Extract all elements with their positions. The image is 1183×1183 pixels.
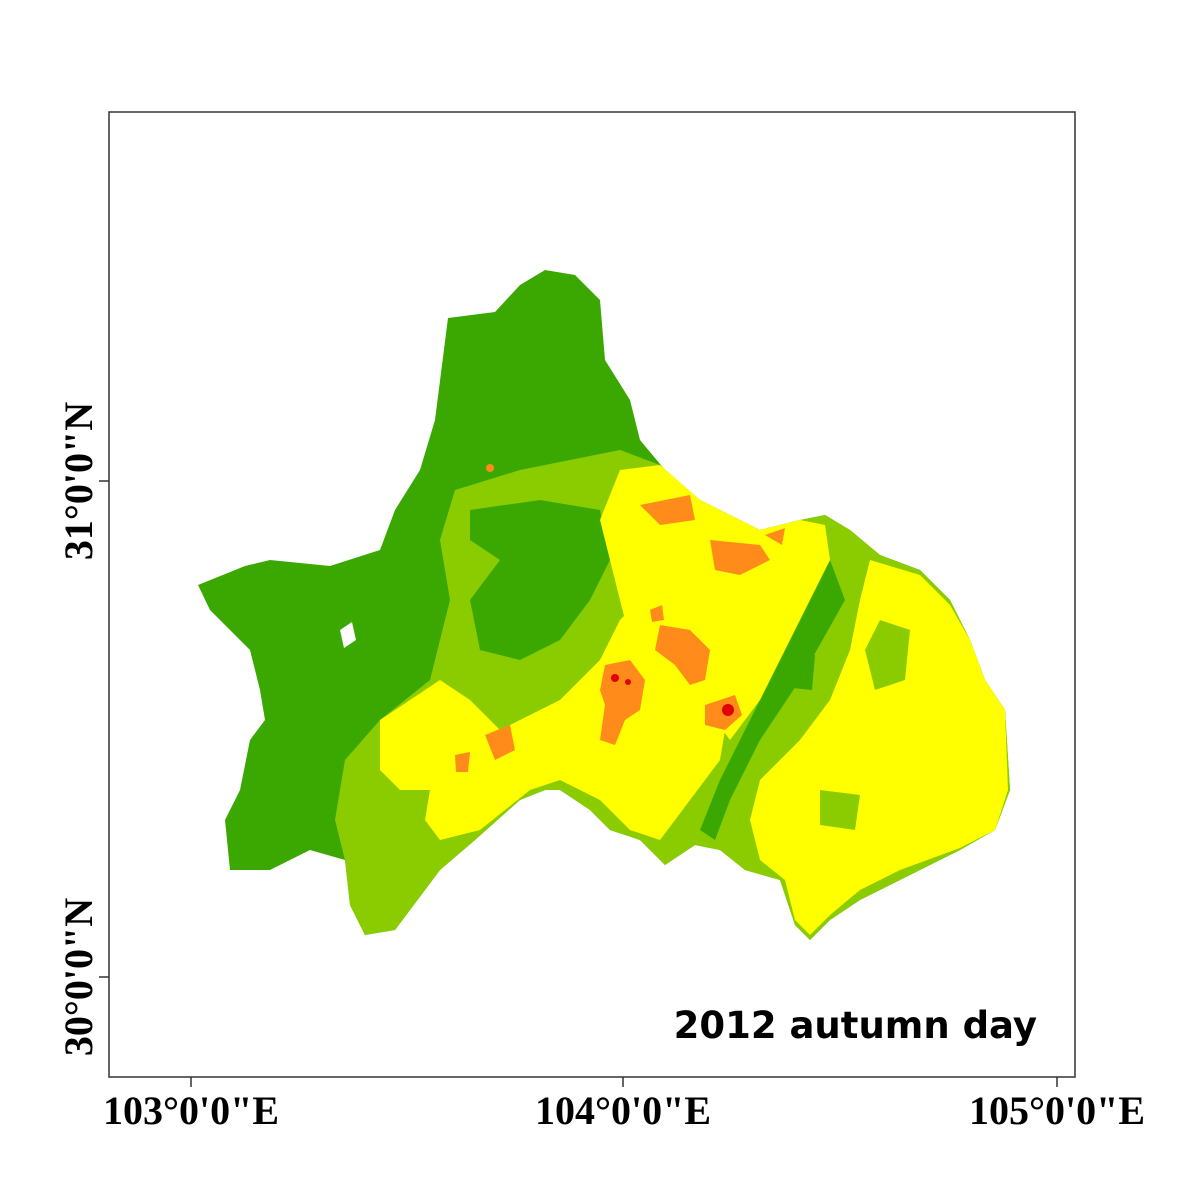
y-axis-label: 30°0'0"N <box>56 898 101 1056</box>
hotspot-red <box>611 674 619 682</box>
region-green-spot <box>865 620 910 690</box>
region-yellow-west <box>380 600 730 840</box>
hotspot-orange <box>655 625 710 685</box>
map-title: 2012 autumn day <box>674 1004 1037 1047</box>
region-gap <box>340 622 356 648</box>
tick-marks <box>99 480 1058 1087</box>
region-green-spot <box>790 650 815 690</box>
region-dark-green-band <box>700 560 845 840</box>
hotspot-orange <box>640 495 695 525</box>
region-dark-green-patch <box>470 500 610 660</box>
x-axis-label: 103°0'0"E <box>103 1088 279 1133</box>
hotspot-orange <box>710 540 770 575</box>
x-axis-label: 105°0'0"E <box>969 1088 1145 1133</box>
hotspot-orange <box>486 464 494 472</box>
map-frame <box>108 111 1076 1078</box>
hotspot-orange <box>600 660 645 745</box>
hotspot-orange <box>455 752 470 772</box>
hotspot-red <box>625 679 631 685</box>
x-axis-label: 104°0'0"E <box>535 1088 711 1133</box>
region-green-spot <box>820 790 860 830</box>
y-axis-label: 31°0'0"N <box>56 402 101 560</box>
hotspot-orange <box>485 725 515 760</box>
hotspot-orange <box>650 605 664 622</box>
hotspot-red <box>722 704 734 716</box>
region-yellow-east <box>750 560 1008 935</box>
hotspot-orange <box>765 528 785 545</box>
